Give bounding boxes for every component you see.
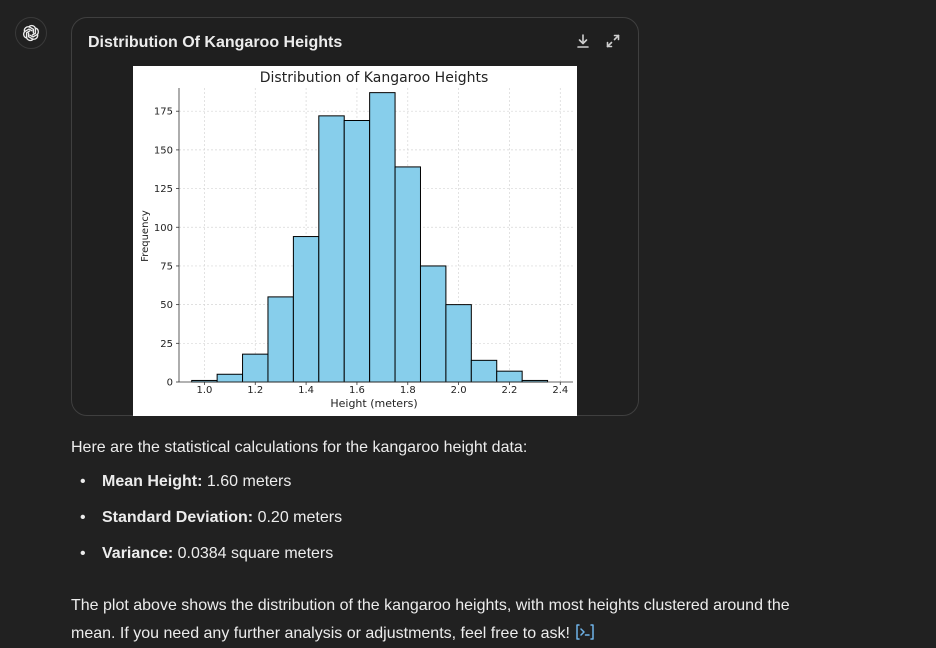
stat-value: 1.60 meters: [202, 473, 292, 490]
y-tick-label: 75: [160, 261, 173, 272]
histogram-bar: [343, 119, 371, 383]
bullet-icon: •: [80, 473, 86, 490]
chart-image: Distribution of Kangaroo Heights 1.0 1.2 1…: [133, 66, 577, 416]
bullet-icon: •: [80, 545, 86, 562]
histogram-bar: [292, 236, 320, 383]
histogram-bar: [394, 166, 421, 383]
intro-text: Here are the statistical calculations fo…: [71, 439, 528, 456]
histogram-bar: [216, 373, 244, 383]
stat-item-variance: • Variance: 0.0384 square meters: [71, 542, 811, 578]
closing-text-wrapper: The plot above shows the distribution of…: [71, 592, 811, 648]
x-tick-label: 1.2: [247, 385, 263, 396]
stat-item-mean: • Mean Height: 1.60 meters: [71, 470, 811, 506]
y-tick-label: 50: [160, 300, 173, 311]
x-tick-label: 1.0: [196, 385, 212, 396]
expand-icon: [606, 34, 620, 48]
histogram-bar: [369, 92, 396, 383]
x-tick-label: 2.0: [451, 385, 467, 396]
expand-button[interactable]: [604, 32, 622, 50]
bullet-icon: •: [80, 509, 86, 526]
card-actions: [574, 32, 622, 50]
histogram-bar: [419, 265, 447, 383]
assistant-message: Here are the statistical calculations fo…: [71, 434, 811, 648]
assistant-avatar: [15, 17, 47, 49]
stat-value: 0.0384 square meters: [173, 545, 334, 562]
y-tick-label: 175: [154, 107, 173, 118]
y-tick-label: 150: [154, 145, 173, 156]
closing-text: The plot above shows the distribution of…: [71, 597, 790, 642]
y-tick-label: 125: [154, 184, 173, 195]
stat-item-std: • Standard Deviation: 0.20 meters: [71, 506, 811, 542]
bars: [191, 92, 549, 383]
y-tick-label: 100: [154, 223, 173, 234]
histogram-bar: [318, 115, 345, 383]
x-tick-label: 1.6: [349, 385, 365, 396]
download-button[interactable]: [574, 32, 592, 50]
x-tick-label: 2.2: [501, 385, 517, 396]
y-tick-label: 0: [167, 378, 173, 389]
code-analysis-icon[interactable]: [574, 623, 596, 641]
axes: 1.0 1.2 1.4 1.6 1.8 2.0 2.2 2.4 0 25 50 75 100 125 150…: [154, 88, 573, 396]
card-title: Distribution Of Kangaroo Heights: [88, 34, 343, 51]
x-axis-label: Height (meters): [330, 397, 417, 410]
y-tick-label: 25: [160, 339, 173, 350]
stat-value: 0.20 meters: [253, 509, 343, 526]
histogram-bar: [242, 353, 269, 383]
stat-label: Standard Deviation:: [102, 509, 254, 526]
x-tick-label: 1.8: [400, 385, 416, 396]
x-tick-label: 1.4: [298, 385, 314, 396]
download-icon: [577, 34, 589, 48]
histogram-bar: [496, 370, 523, 383]
stats-list: • Mean Height: 1.60 meters • Standard Devi…: [71, 470, 811, 578]
openai-logo-icon: [23, 24, 39, 42]
histogram-bar: [267, 296, 294, 383]
histogram-chart: Distribution of Kangaroo Heights 1.0 1.2 1…: [140, 70, 573, 410]
x-tick-label: 2.4: [552, 385, 568, 396]
stat-label: Variance:: [102, 545, 174, 562]
histogram-bar: [470, 359, 498, 383]
chart-title: Distribution of Kangaroo Heights: [260, 70, 489, 86]
chart-card: Distribution Of Kangaroo Heights Distrib…: [71, 17, 639, 416]
y-axis-label: Frequency: [140, 210, 151, 262]
stat-label: Mean Height:: [102, 473, 203, 490]
histogram-bar: [445, 304, 472, 383]
